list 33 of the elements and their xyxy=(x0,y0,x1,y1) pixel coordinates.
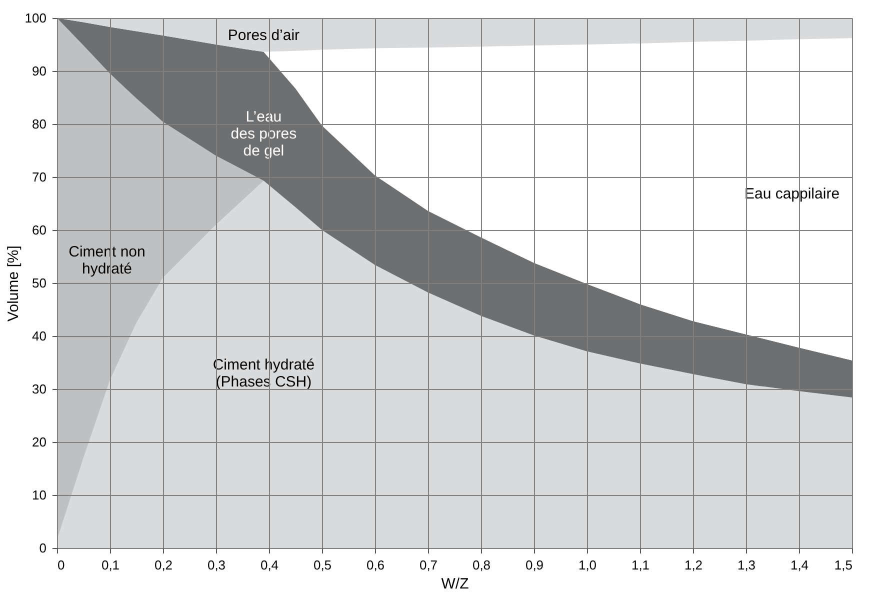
y-tick-label: 10 xyxy=(32,488,46,502)
x-axis-title: W/Z xyxy=(441,576,469,592)
y-tick-label: 90 xyxy=(32,64,46,78)
x-tick-label: 0,6 xyxy=(366,558,385,572)
x-tick-label: 0,3 xyxy=(207,558,226,572)
series-label: Ciment hydraté (Phases CSH) xyxy=(212,356,315,390)
x-tick-label: 0,1 xyxy=(101,558,120,572)
y-axis-title: Volume [%] xyxy=(4,246,22,322)
x-tick-label: 0,4 xyxy=(260,558,279,572)
y-tick-label: 40 xyxy=(32,328,46,344)
x-tick-label: 1,4 xyxy=(790,558,809,572)
series-label: L’eau des pores de gel xyxy=(230,108,297,160)
y-tick-label: 100 xyxy=(24,10,46,26)
y-tick-label: 70 xyxy=(32,170,46,184)
x-tick-label: 1,2 xyxy=(684,558,703,572)
series-label: Pores d’air xyxy=(228,26,300,44)
y-tick-label: 60 xyxy=(32,222,46,238)
x-tick-label: 0,7 xyxy=(419,558,438,572)
y-tick-label: 80 xyxy=(32,116,46,132)
y-tick-label: 20 xyxy=(32,434,46,450)
x-tick-label: 0,8 xyxy=(472,558,491,572)
x-tick-label: 1,3 xyxy=(737,558,756,572)
y-tick-label: 0 xyxy=(39,540,46,556)
x-tick-label: 1,1 xyxy=(631,558,650,572)
x-tick-label: 0,2 xyxy=(154,558,173,572)
x-tick-label: 0,5 xyxy=(313,558,332,572)
y-tick-label: 30 xyxy=(32,382,46,396)
x-tick-label: 0 xyxy=(58,558,65,572)
x-tick-label: 1,5 xyxy=(834,558,852,572)
x-tick-label: 1,0 xyxy=(578,558,597,572)
series-label: Ciment non hydraté xyxy=(68,244,146,278)
y-tick-label: 50 xyxy=(32,276,46,290)
x-tick-label: 0,9 xyxy=(525,558,544,572)
